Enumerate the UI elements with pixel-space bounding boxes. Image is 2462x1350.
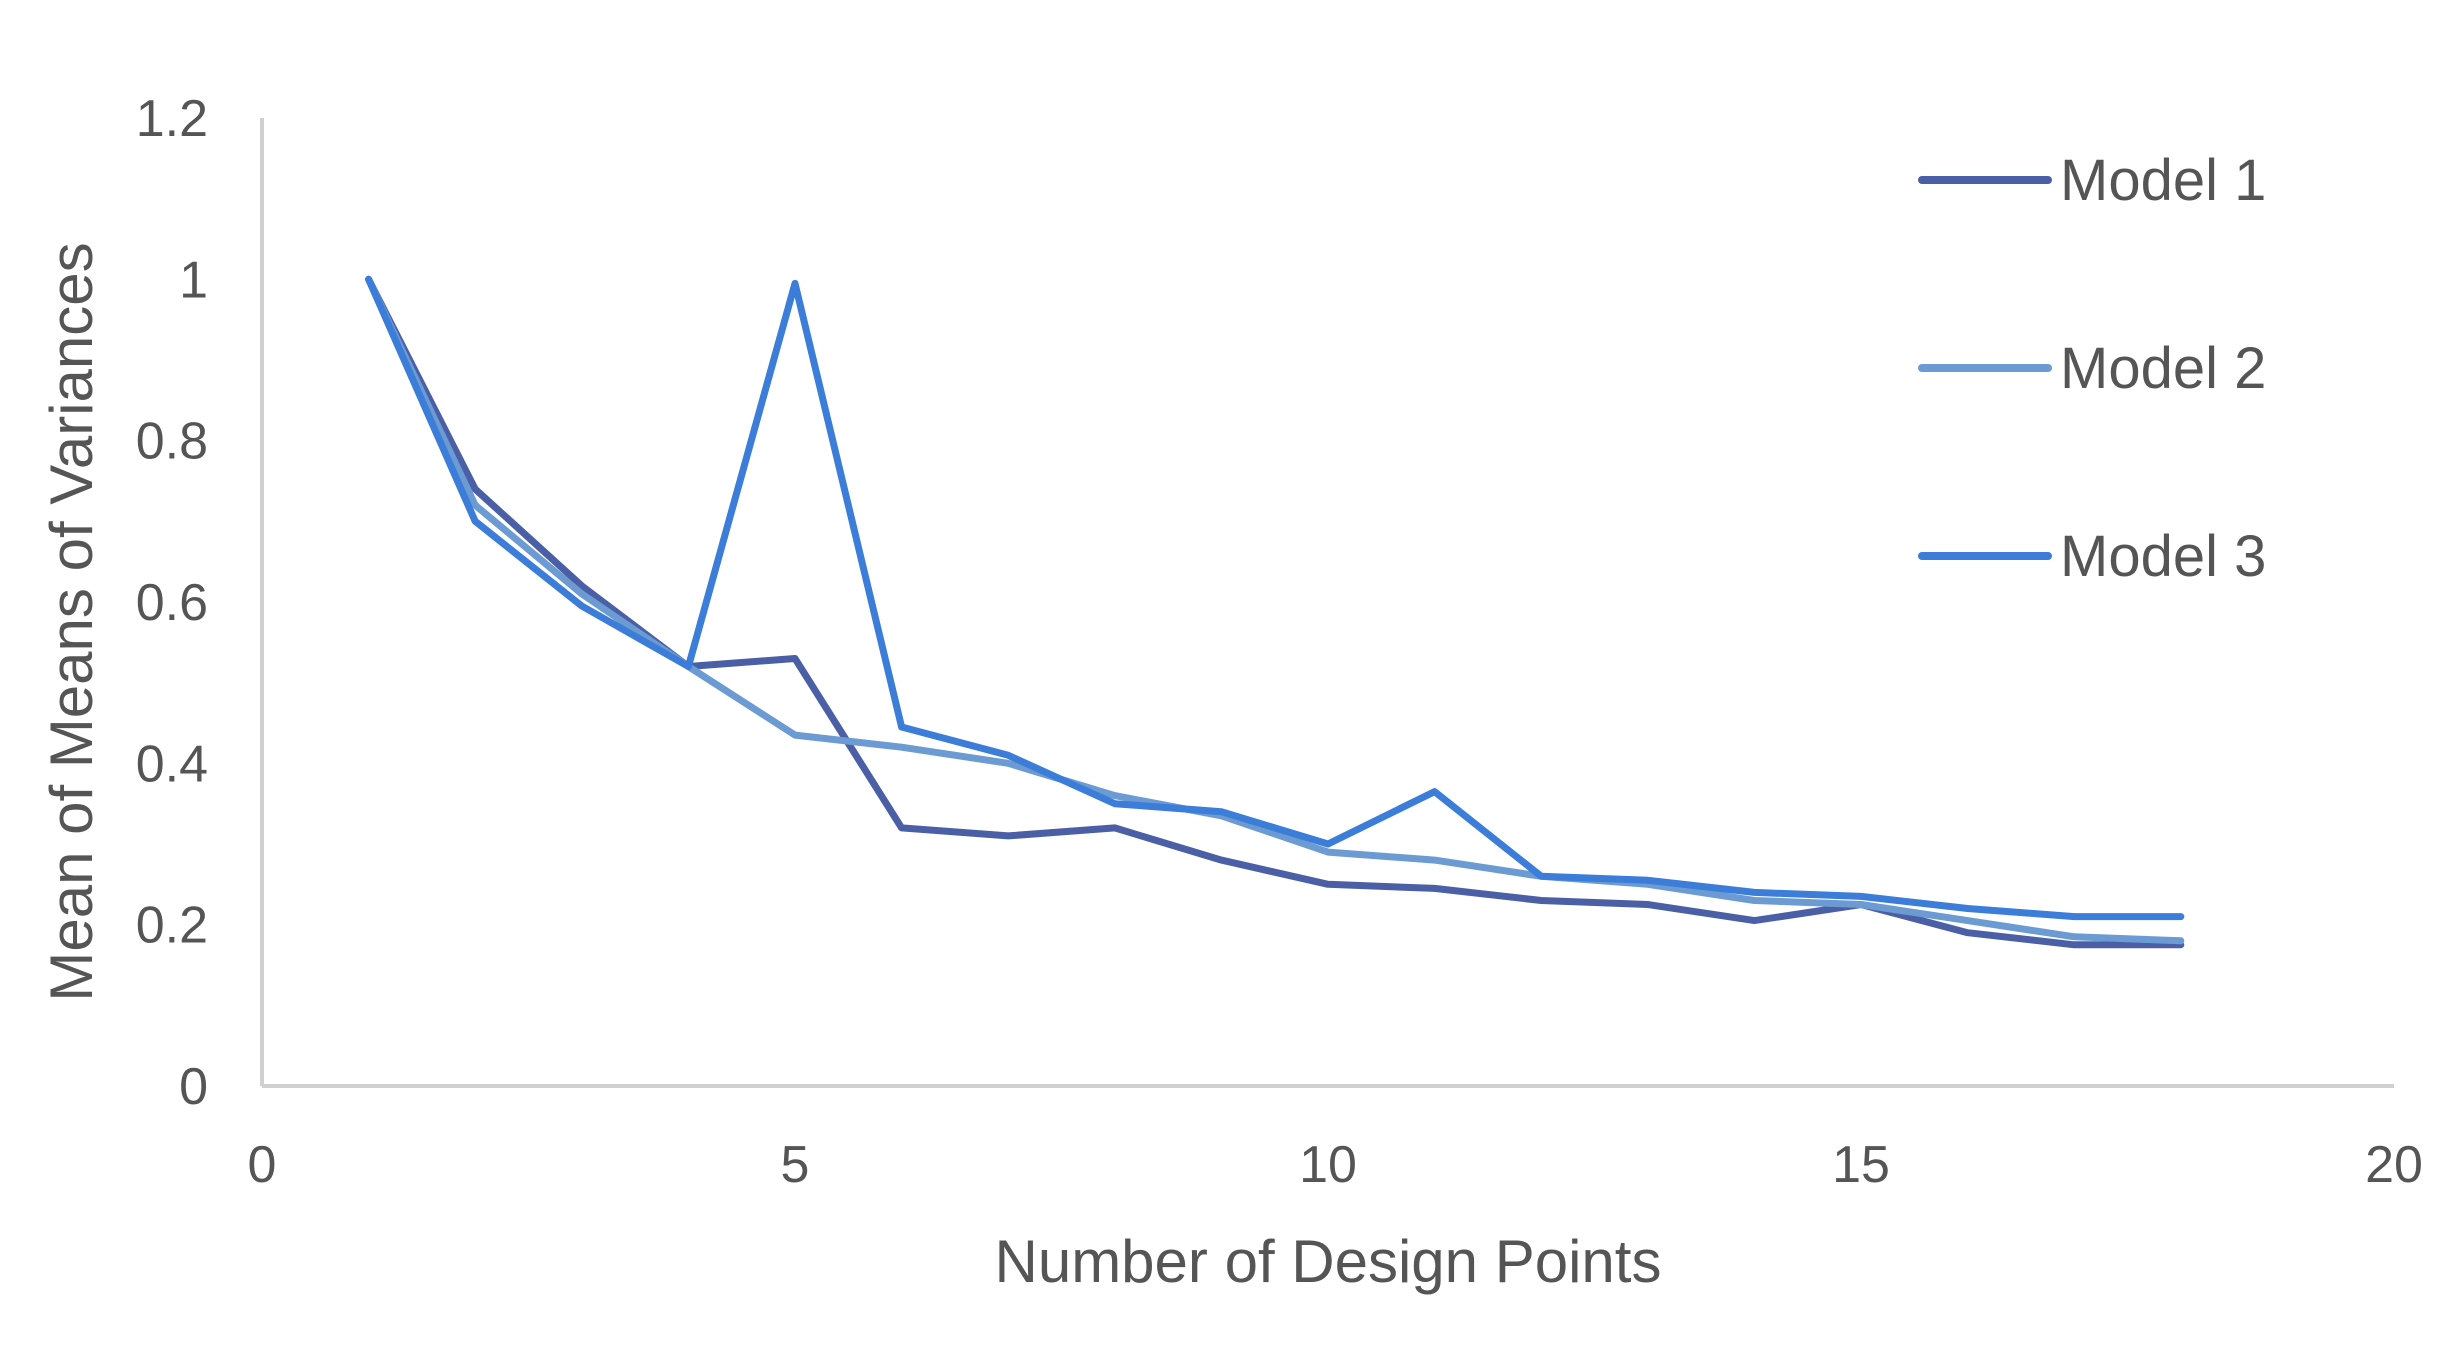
x-tick-label: 5 (781, 1136, 810, 1194)
y-tick-label: 1 (179, 251, 208, 309)
y-tick-label: 0.6 (136, 574, 208, 632)
y-tick-label: 0 (179, 1058, 208, 1116)
y-axis-title: Mean of Means of Variances (38, 242, 105, 1001)
x-axis-title: Number of Design Points (995, 1228, 1662, 1295)
legend-label: Model 2 (2060, 336, 2266, 401)
x-tick-labels: 0 5 10 15 20 (248, 1136, 2423, 1194)
series-line-model-1 (365, 275, 2185, 949)
axes (260, 118, 2394, 1088)
x-tick-label: 0 (248, 1136, 277, 1194)
y-tick-labels: 0 0.2 0.4 0.6 0.8 1 1.2 (136, 90, 208, 1116)
y-tick-label: 0.2 (136, 897, 208, 955)
x-tick-label: 10 (1299, 1136, 1357, 1194)
legend-item-model-1: Model 1 (1918, 148, 2266, 213)
series-line-model-2 (365, 275, 2185, 945)
series-line-model-3 (365, 275, 2185, 921)
y-tick-label: 1.2 (136, 90, 208, 148)
x-tick-label: 15 (1832, 1136, 1890, 1194)
legend-label: Model 3 (2060, 524, 2266, 589)
legend-item-model-2: Model 2 (1918, 336, 2266, 401)
legend: Model 1 Model 2 Model 3 (1918, 148, 2266, 589)
y-tick-label: 0.4 (136, 735, 208, 793)
legend-label: Model 1 (2060, 148, 2266, 213)
x-tick-label: 20 (2365, 1136, 2423, 1194)
legend-item-model-3: Model 3 (1918, 524, 2266, 589)
y-tick-label: 0.8 (136, 413, 208, 471)
series-lines (365, 275, 2185, 949)
